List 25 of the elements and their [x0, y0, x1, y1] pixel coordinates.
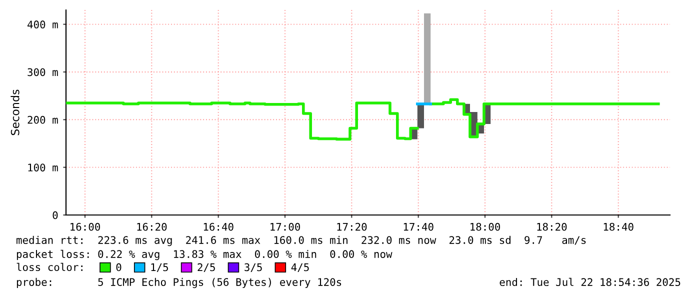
text: packet loss: 0.22 % avg 13.83 % max 0.00 % min 0.00 % now	[16, 250, 392, 260]
x-tick-label: 16:00	[70, 222, 100, 231]
legend-label: 1/5	[151, 263, 168, 272]
legend-label: 2/5	[198, 263, 215, 272]
text: end: Tue Jul 22 18:54:36 2025	[500, 278, 680, 286]
x-tick-label: 18:20	[537, 222, 567, 231]
y-tick-label: 200 m	[28, 116, 58, 124]
y-tick-label: 400 m	[28, 20, 58, 28]
x-tick-label: 17:20	[337, 222, 367, 231]
x-tick-label: 18:40	[604, 222, 634, 231]
y-tick-label: 0	[52, 211, 58, 220]
text: median rtt: 223.6 ms avg 241.6 ms max 160.0 ms min 232.0 ms now 23.0 ms sd 9.7 am/s	[16, 236, 586, 246]
x-tick-label: 17:00	[270, 222, 300, 231]
legend-title: loss color:	[16, 262, 82, 272]
y-axis-title: Seconds	[10, 90, 20, 136]
x-tick-label: 16:40	[204, 222, 234, 231]
legend-label: 0	[116, 263, 122, 272]
text: probe: 5 ICMP Echo Pings (56 Bytes) every 120s	[16, 278, 342, 288]
y-tick-label: 300 m	[28, 68, 58, 76]
y-tick-label: 100 m	[28, 164, 58, 172]
legend-label: 3/5	[244, 263, 262, 272]
x-tick-label: 17:40	[404, 222, 434, 231]
legend-label: 4/5	[291, 263, 309, 272]
x-tick-label: 18:00	[470, 222, 500, 231]
x-tick-label: 16:20	[137, 222, 167, 231]
